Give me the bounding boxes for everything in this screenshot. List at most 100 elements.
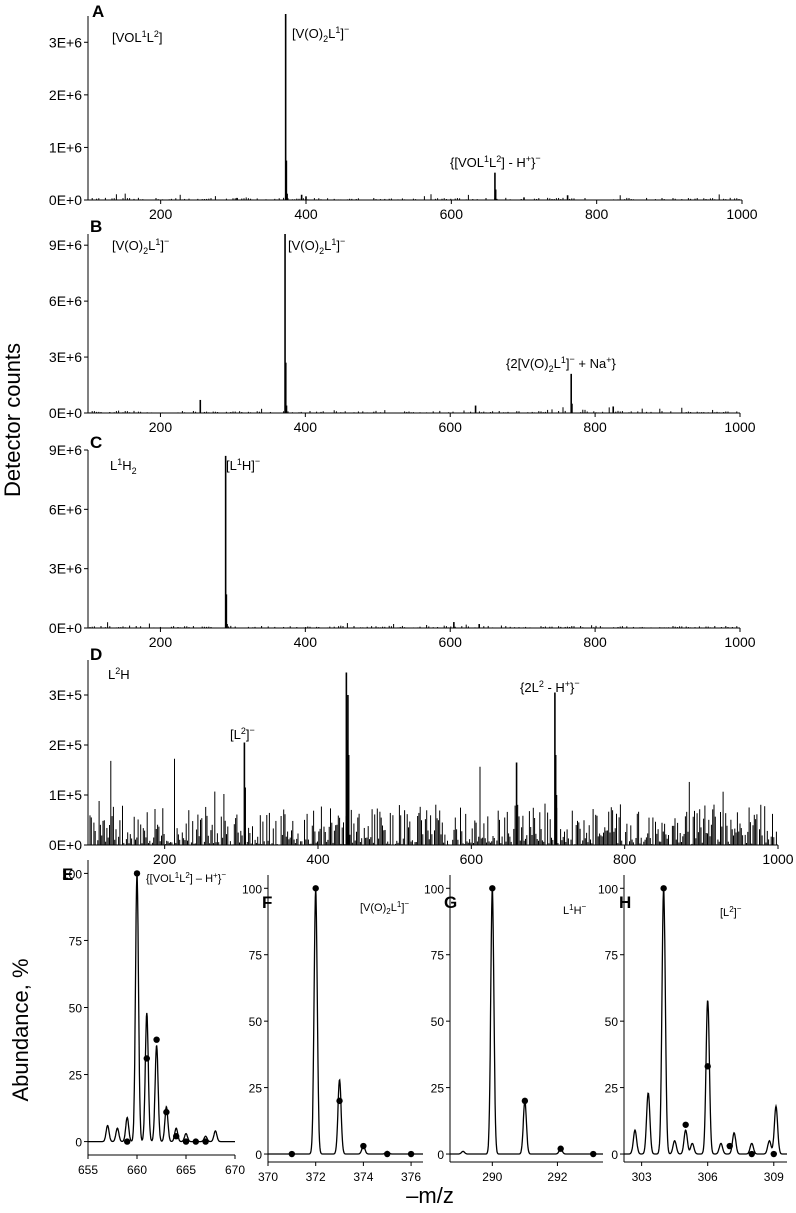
panel-g-y-tick-label: 50 (431, 1015, 445, 1029)
panel-f-y-tick-label: 25 (249, 1082, 263, 1096)
panel-g-theoretical-point (557, 1145, 564, 1152)
panel-b-sample-label: [V(O)2L1]− (112, 236, 169, 256)
panel-letter-g: G (444, 893, 457, 912)
panel-f-y-tick-label: 100 (242, 882, 262, 896)
panel-f-y-tick-label: 50 (249, 1015, 263, 1029)
panel-c-y-tick-label: 9E+6 (49, 442, 82, 458)
panel-a-sample-label: [VOL1L2] (112, 29, 163, 45)
panel-d-y-tick-label: 1E+5 (49, 787, 82, 803)
panel-h-y-tick-label: 75 (605, 949, 619, 963)
panel-f-x-tick-label: 372 (306, 1170, 326, 1184)
panel-f-theoretical-point (360, 1142, 367, 1150)
panel-g-x-tick-label: 292 (547, 1170, 567, 1184)
spectrum-panel-c: L1H2 [L1H]− 0E+0 3E+6 6E+6 9E+6 200 400 600 800… (49, 442, 756, 650)
panel-b-peak-label-372: [V(O)2L1]− (288, 236, 345, 256)
panel-g-label: L1H− (563, 902, 587, 917)
panel-e-profile-line (88, 874, 235, 1143)
panel-a-x-tick-label: 600 (440, 206, 464, 222)
panel-a-x-tick-label: 200 (149, 206, 173, 222)
panel-g-y-tick-label: 25 (431, 1082, 445, 1096)
panel-a-x-tick-label: 1000 (726, 206, 757, 222)
panel-f-y-tick-label: 0 (255, 1148, 262, 1162)
panel-f-theoretical-point (407, 1150, 415, 1158)
panel-e-theoretical-point (143, 1055, 150, 1062)
panel-g-x-tick-label: 290 (482, 1170, 502, 1184)
panel-b-x-tick-label: 400 (294, 419, 318, 435)
panel-e-x-tick-label: 665 (176, 1163, 196, 1177)
panel-e-theoretical-point (202, 1138, 209, 1145)
panel-b-y-tick-label: 0E+0 (49, 405, 82, 421)
panel-e-theoretical-point (163, 1108, 170, 1116)
isotope-panel-g: L1H− 0 25 50 75 100 290 292 (424, 875, 603, 1184)
isotope-panel-h: [L2]− 0 25 50 75 100 303 306 309 (598, 875, 787, 1184)
panel-f-theoretical-point (288, 1150, 296, 1158)
panel-f-profile-line (268, 888, 423, 1155)
panel-a-y-tick-label: 0E+0 (49, 192, 82, 208)
panel-c-x-tick-label: 1000 (724, 634, 755, 650)
panel-e-label: {[VOL1L2] – H+}− (146, 870, 226, 885)
panel-d-sample-label: L2H (108, 666, 130, 682)
panel-letter-h: H (619, 893, 631, 912)
panel-d-peak-label-709: {2L2 - H+}− (520, 678, 580, 695)
panel-b-x-tick-label: 200 (149, 419, 173, 435)
panel-d-y-tick-label: 2E+5 (49, 737, 82, 753)
panel-h-theoretical-point (770, 1150, 777, 1158)
panel-e-y-tick-label: 50 (69, 1002, 83, 1016)
panel-e-y-tick-label: 100 (62, 867, 82, 881)
panel-a-y-tick-label: 1E+6 (49, 139, 82, 155)
panel-e-theoretical-point (173, 1133, 180, 1140)
panel-f-x-tick-label: 370 (258, 1170, 278, 1184)
isotope-panel-f: [V(O)2L1]− 0 25 50 75 100 370 372 374 376 (242, 875, 423, 1184)
panel-b-x-tick-label: 600 (439, 419, 463, 435)
panel-e-y-tick-label: 75 (69, 934, 83, 948)
panel-e-theoretical-point (192, 1138, 199, 1145)
panel-d-y-tick-label: 3E+5 (49, 687, 82, 703)
panel-c-peak-label-290: [L1H]− (226, 456, 260, 473)
panel-b-y-tick-label: 3E+6 (49, 349, 82, 365)
panel-d-x-tick-label: 1000 (762, 851, 793, 867)
panel-h-label: [L2]− (720, 904, 742, 919)
panel-h-theoretical-point (726, 1142, 733, 1150)
spectrum-panel-d: L2H [L2]− {2L2 - H+}− 0E+0 1E+5 2E+5 3E+5 20… (49, 660, 794, 867)
panel-g-y-tick-label: 75 (431, 949, 445, 963)
panel-c-x-tick-label: 800 (583, 634, 607, 650)
panel-g-theoretical-point (489, 885, 496, 892)
panel-e-theoretical-point (153, 1036, 160, 1043)
panel-d-x-tick-label: 200 (153, 851, 177, 867)
panel-e-x-tick-label: 660 (127, 1163, 147, 1177)
isotope-panel-e: {[VOL1L2] – H+}− 0 25 50 75 100 655 660 665 670 (62, 860, 245, 1177)
panel-a-y-tick-label: 3E+6 (49, 34, 82, 50)
panel-h-y-tick-label: 25 (605, 1082, 619, 1096)
panel-a-peak-label-372: [V(O)2L1]− (292, 24, 349, 44)
panel-h-y-tick-label: 100 (598, 882, 618, 896)
panel-f-theoretical-point (336, 1097, 343, 1105)
panel-e-y-tick-label: 25 (69, 1069, 83, 1083)
panel-letter-c: C (90, 433, 102, 452)
panel-g-theoretical-point (521, 1097, 529, 1105)
panel-f-y-tick-label: 75 (249, 949, 263, 963)
panel-c-x-tick-label: 600 (439, 634, 463, 650)
panel-c-x-tick-label: 400 (294, 634, 318, 650)
panel-e-y-tick-label: 0 (75, 1136, 82, 1150)
panel-letter-a: A (92, 2, 104, 21)
panel-c-x-tick-label: 200 (149, 634, 173, 650)
panel-b-y-tick-label: 9E+6 (49, 237, 82, 253)
panel-h-x-tick-label: 303 (632, 1170, 652, 1184)
panel-letter-e: E (62, 865, 73, 884)
spectrum-panel-a: [VOL1L2] [V(O)2L1]− {[VOL1L2] - H+}− 0E+… (49, 14, 758, 222)
panel-a-peak-label-660: {[VOL1L2] - H+}− (450, 153, 541, 170)
panel-f-x-tick-label: 374 (353, 1170, 373, 1184)
panel-h-y-tick-label: 50 (605, 1015, 619, 1029)
panel-h-theoretical-point (748, 1150, 755, 1158)
panel-h-theoretical-point (704, 1063, 711, 1070)
panel-g-y-tick-label: 100 (424, 882, 444, 896)
panel-e-theoretical-point (124, 1138, 131, 1145)
panel-letter-f: F (262, 893, 272, 912)
panel-b-y-tick-label: 6E+6 (49, 293, 82, 309)
panel-b-x-tick-label: 1000 (724, 419, 755, 435)
panel-a-y-tick-label: 2E+6 (49, 87, 82, 103)
panel-g-theoretical-point (590, 1150, 597, 1158)
panel-g-profile-line (450, 889, 603, 1155)
panel-d-x-tick-label: 800 (613, 851, 637, 867)
